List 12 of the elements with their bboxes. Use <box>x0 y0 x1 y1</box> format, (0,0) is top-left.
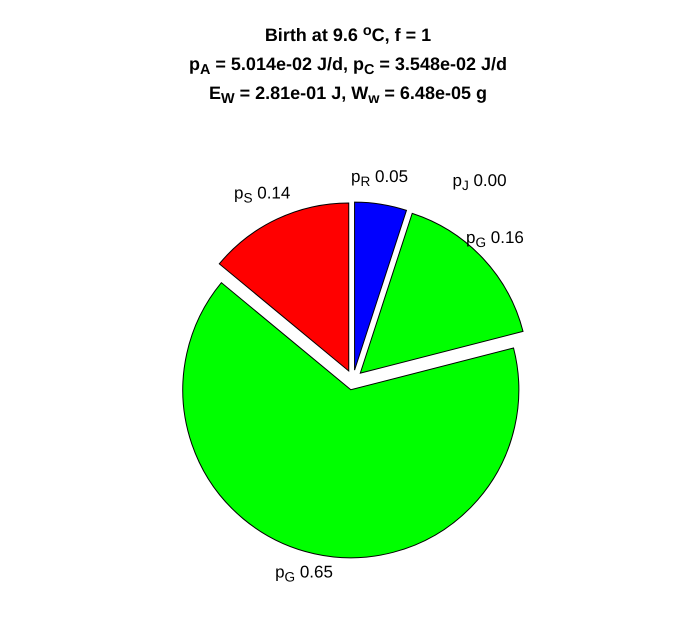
text: 0.00 <box>473 170 507 190</box>
data-label: 0.05 <box>370 166 408 186</box>
slice-label: p$_{S}$ <box>234 184 253 206</box>
category-label: p$_{J}$ <box>452 170 469 194</box>
chart-title: Birth at 9.6 $^{o}$C, f = 1 <box>264 23 432 45</box>
slice-label: p$_{G}$ <box>466 228 486 250</box>
slice-label: p$_{G}$ <box>275 562 296 585</box>
data-label: 0.14 <box>252 184 290 203</box>
slice-label: p$_{R}$ <box>350 166 370 190</box>
data-label: 0.16 <box>486 228 524 247</box>
data-label: 0.65 <box>295 562 333 582</box>
text: p$_{A}$ = 5.014e-02 J/d, p$_{C}$ = 3.548e-02 J/d E$_{W}$ = 2.81e-01 J, W$_{w}$ = 6.48e-05 g <box>189 54 507 108</box>
